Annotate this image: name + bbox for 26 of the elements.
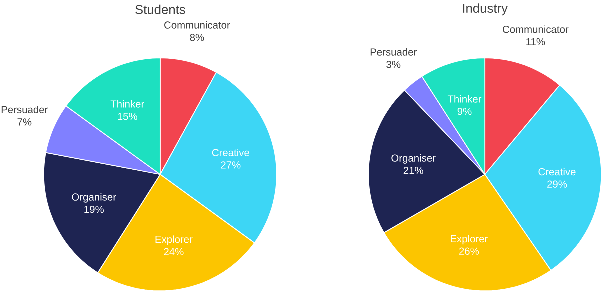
data-label: 9% [458,108,472,116]
slice-label: Explorer [451,235,488,245]
data-label: 19% [84,206,104,214]
slice-label: Organiser [72,194,116,204]
slice-label: Persuader [2,106,48,114]
slice-label: Organiser [392,154,436,164]
chart-title: Students [136,5,186,15]
data-label: 15% [118,113,138,120]
slice-label: Creative [212,149,250,157]
slice-label: Communicator [164,22,230,30]
data-label: 24% [164,248,184,256]
data-label: 29% [548,180,568,188]
slice-label: Explorer [156,236,193,246]
data-label: 7% [18,118,32,126]
data-label: 11% [526,38,546,46]
slice-label: Thinker [448,96,482,104]
chart-title: Industry [463,4,508,16]
data-label: 8% [190,34,204,42]
data-label: 21% [404,167,424,174]
data-label: 3% [386,61,401,68]
data-label: 26% [459,248,480,256]
slice-label: Creative [538,168,576,176]
data-label: 27% [221,162,241,169]
slice-label: Communicator [503,26,569,34]
slice-label: Thinker [110,100,144,108]
slice-label: Persuader [370,48,418,56]
